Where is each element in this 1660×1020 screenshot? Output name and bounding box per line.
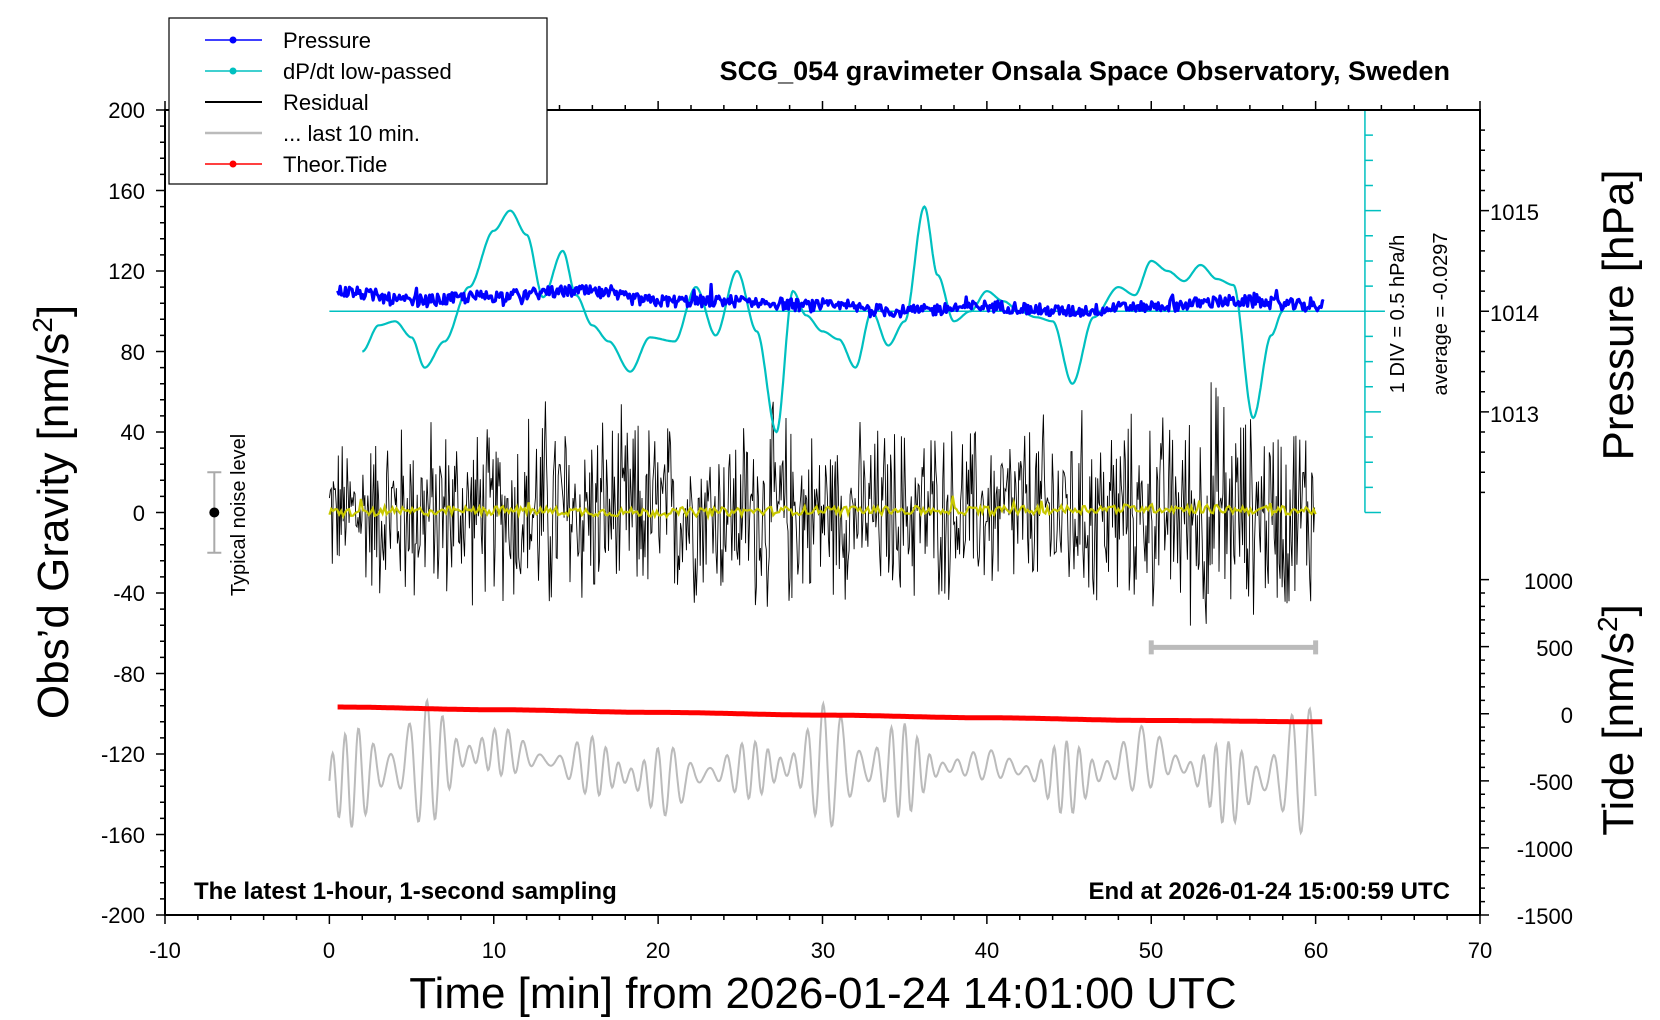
tide-tick-label: -1000 bbox=[1517, 837, 1573, 862]
caption-right: End at 2026-01-24 15:00:59 UTC bbox=[1089, 878, 1451, 905]
tide-axis-title-text: Tide [nm/s bbox=[1594, 632, 1643, 836]
tide-tick-labels: 1000 500 0 -500 -1000 -1500 bbox=[1517, 569, 1573, 929]
noise-level-label: Typical noise level bbox=[228, 434, 250, 596]
series-residual-low-passed bbox=[328, 495, 1317, 521]
series-pressure bbox=[336, 282, 1325, 319]
y-axis-title-close: ] bbox=[29, 305, 78, 317]
y-tick-label: -80 bbox=[113, 662, 145, 687]
legend-marker-pressure bbox=[229, 36, 237, 44]
pressure-tick-label: 1013 bbox=[1490, 402, 1539, 427]
x-tick-label: 60 bbox=[1304, 938, 1328, 963]
legend-label: Theor.Tide bbox=[283, 152, 387, 177]
legend-marker-dpdt bbox=[229, 67, 237, 75]
pressure-axis-title: Pressure [hPa] bbox=[1594, 169, 1643, 460]
legend-label: Residual bbox=[283, 90, 369, 115]
caption-left: The latest 1-hour, 1-second sampling bbox=[194, 878, 617, 905]
x-tick-label: 10 bbox=[482, 938, 506, 963]
series-theoretical-tide bbox=[337, 704, 1323, 725]
y-tick-label: 80 bbox=[121, 340, 145, 365]
y-tick-label: 200 bbox=[108, 98, 145, 123]
x-tick-label: 40 bbox=[975, 938, 999, 963]
residual-line bbox=[328, 382, 1316, 626]
y-tick-label: 40 bbox=[121, 420, 145, 445]
tide-tick-label: -500 bbox=[1529, 770, 1573, 795]
tide-axis-title-close: ] bbox=[1594, 604, 1643, 616]
y-tick-label: -200 bbox=[101, 903, 145, 928]
tide-axis-title-exponent: 2 bbox=[1592, 616, 1623, 632]
legend: Pressure dP/dt low-passed Residual ... l… bbox=[168, 17, 548, 185]
x-tick-label: -10 bbox=[149, 938, 181, 963]
last-10-min-line bbox=[328, 697, 1317, 836]
y-tick-label: 160 bbox=[108, 179, 145, 204]
legend-label: Pressure bbox=[283, 28, 371, 53]
tide-tick-label: 1000 bbox=[1524, 569, 1573, 594]
residual-low-passed-line bbox=[328, 495, 1317, 521]
tide-line bbox=[337, 704, 1323, 725]
y-tick-labels: 200 160 120 80 40 0 -40 -80 -120 -160 -2… bbox=[101, 98, 145, 928]
dpdt-scale-ticks bbox=[1364, 109, 1381, 514]
average-label: average = -0.0297 bbox=[1430, 233, 1452, 396]
x-tick-label: 20 bbox=[646, 938, 670, 963]
x-tick-label: 30 bbox=[811, 938, 835, 963]
y-tick-label: -120 bbox=[101, 742, 145, 767]
pressure-line bbox=[336, 282, 1325, 319]
y-axis-title-exponent: 2 bbox=[27, 317, 58, 333]
series-last-10-min bbox=[328, 697, 1317, 836]
legend-label: ... last 10 min. bbox=[283, 121, 420, 146]
chart-annotations bbox=[207, 471, 1319, 655]
x-tick-label: 50 bbox=[1139, 938, 1163, 963]
legend-label: dP/dt low-passed bbox=[283, 59, 452, 84]
dpdt-line bbox=[362, 205, 1284, 434]
series-residual bbox=[328, 382, 1316, 626]
y-axis-title-text: Obs’d Gravity [nm/s bbox=[29, 333, 78, 719]
y-tick-label: 0 bbox=[133, 501, 145, 526]
tide-tick-label: 0 bbox=[1561, 703, 1573, 728]
chart-title: SCG_054 gravimeter Onsala Space Observat… bbox=[720, 56, 1450, 86]
x-tick-label: 0 bbox=[323, 938, 335, 963]
last-10-min-bracket bbox=[1148, 640, 1319, 655]
pressure-tick-label: 1015 bbox=[1490, 200, 1539, 225]
series-dpdt-low-passed bbox=[329, 109, 1385, 514]
tide-axis-title: Tide [nm/s2] bbox=[1592, 604, 1643, 836]
y-tick-label: -40 bbox=[113, 581, 145, 606]
pressure-tick-label: 1014 bbox=[1490, 301, 1539, 326]
noise-level-dot bbox=[209, 507, 220, 518]
tide-tick-label: 500 bbox=[1536, 636, 1573, 661]
pressure-tick-labels: 1015 1014 1013 bbox=[1490, 200, 1539, 427]
x-tick-labels: -10 0 10 20 30 40 50 60 70 bbox=[149, 938, 1492, 963]
x-axis-title: Time [min] from 2026-01-24 14:01:00 UTC bbox=[409, 969, 1236, 1018]
tide-tick-label: -1500 bbox=[1517, 904, 1573, 929]
x-tick-label: 70 bbox=[1468, 938, 1492, 963]
dpdt-scale-label: 1 DIV = 0.5 hPa/h bbox=[1387, 235, 1409, 393]
y-tick-label: 120 bbox=[108, 259, 145, 284]
y-axis-title: Obs’d Gravity [nm/s2] bbox=[27, 305, 78, 719]
y-tick-label: -160 bbox=[101, 823, 145, 848]
legend-marker-tide bbox=[229, 160, 237, 168]
